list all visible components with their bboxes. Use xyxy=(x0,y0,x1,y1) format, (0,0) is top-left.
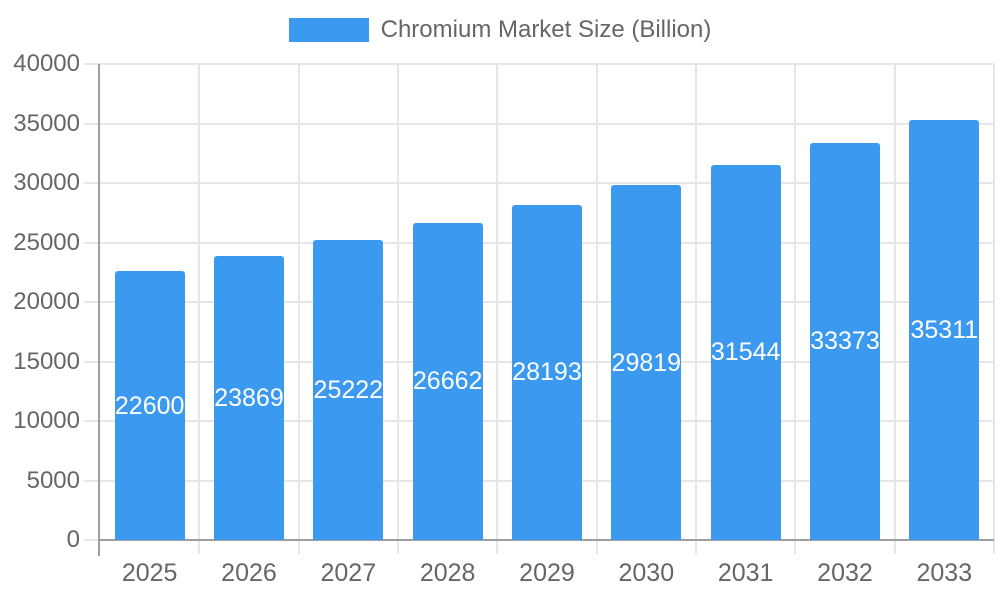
y-axis-tick-label: 20000 xyxy=(13,288,80,315)
x-axis-tick-label: 2027 xyxy=(320,559,377,587)
y-axis-tick-label: 15000 xyxy=(13,347,80,375)
x-gridline xyxy=(595,64,598,554)
x-gridline xyxy=(695,64,697,554)
y-axis-tick-label: 40000 xyxy=(13,50,80,77)
y-tick-mark xyxy=(84,122,100,125)
y-axis-tick-label: 30000 xyxy=(13,169,80,196)
y-axis-tick-label: 35000 xyxy=(13,109,80,137)
x-axis-tick-label: 2026 xyxy=(221,559,277,587)
bar-value-label: 28193 xyxy=(512,358,582,387)
x-gridline xyxy=(893,64,896,554)
x-gridline xyxy=(993,64,995,554)
bar-2027[interactable] xyxy=(313,239,384,540)
x-gridline xyxy=(198,64,201,554)
y-tick-mark xyxy=(84,241,100,244)
y-tick-mark xyxy=(84,479,100,482)
x-axis-tick-label: 2025 xyxy=(121,559,178,587)
bar-2028[interactable] xyxy=(412,222,483,540)
bar-value-label: 29819 xyxy=(611,348,682,377)
y-gridline xyxy=(100,63,994,65)
bar-value-label: 31544 xyxy=(710,338,781,367)
bar-value-label: 35311 xyxy=(910,315,979,344)
bar-2025[interactable] xyxy=(114,271,185,540)
y-gridline xyxy=(100,182,994,184)
x-gridline xyxy=(496,64,499,554)
y-axis-tick-label: 0 xyxy=(66,526,80,553)
bar-value-label: 26662 xyxy=(412,367,483,396)
y-tick-mark xyxy=(84,63,100,65)
y-axis-tick-label: 5000 xyxy=(26,466,80,494)
y-tick-mark xyxy=(84,539,100,541)
legend-label: Chromium Market Size (Billion) xyxy=(380,16,712,43)
bar-value-label: 23869 xyxy=(214,383,284,412)
bar-value-label: 25222 xyxy=(313,375,384,404)
y-tick-mark xyxy=(84,420,100,422)
y-gridline xyxy=(100,122,994,125)
x-gridline xyxy=(297,64,300,554)
x-axis-tick-label: 2032 xyxy=(817,559,873,587)
x-axis-tick-label: 2030 xyxy=(618,559,675,587)
y-axis-line xyxy=(98,64,100,556)
x-axis-tick-label: 2029 xyxy=(519,559,575,587)
bar-2026[interactable] xyxy=(214,255,284,540)
bar-value-label: 33373 xyxy=(810,327,880,356)
y-tick-mark xyxy=(84,182,100,184)
x-axis-tick-label: 2028 xyxy=(419,559,476,587)
bar-2029[interactable] xyxy=(512,204,582,540)
y-axis-tick-label: 10000 xyxy=(13,407,80,434)
legend[interactable]: Chromium Market Size (Billion) xyxy=(0,17,1000,43)
x-axis-line xyxy=(100,539,994,541)
x-axis-tick-label: 2031 xyxy=(717,559,774,587)
bar-value-label: 22600 xyxy=(114,391,185,420)
y-tick-mark xyxy=(84,360,100,363)
plot-area: 0 5000 10000 15000 20000 25000 30000 35000 40000… xyxy=(13,51,995,586)
y-axis-tick-label: 25000 xyxy=(13,228,80,256)
legend-swatch-icon xyxy=(288,18,369,42)
x-gridline xyxy=(794,64,797,554)
x-axis-tick-label: 2033 xyxy=(916,559,973,587)
bar-2033[interactable] xyxy=(909,119,980,540)
bar-2031[interactable] xyxy=(710,164,781,540)
x-gridline xyxy=(397,64,399,554)
bar-2030[interactable] xyxy=(611,185,682,540)
bar-2032[interactable] xyxy=(810,142,880,540)
y-tick-mark xyxy=(84,301,100,303)
